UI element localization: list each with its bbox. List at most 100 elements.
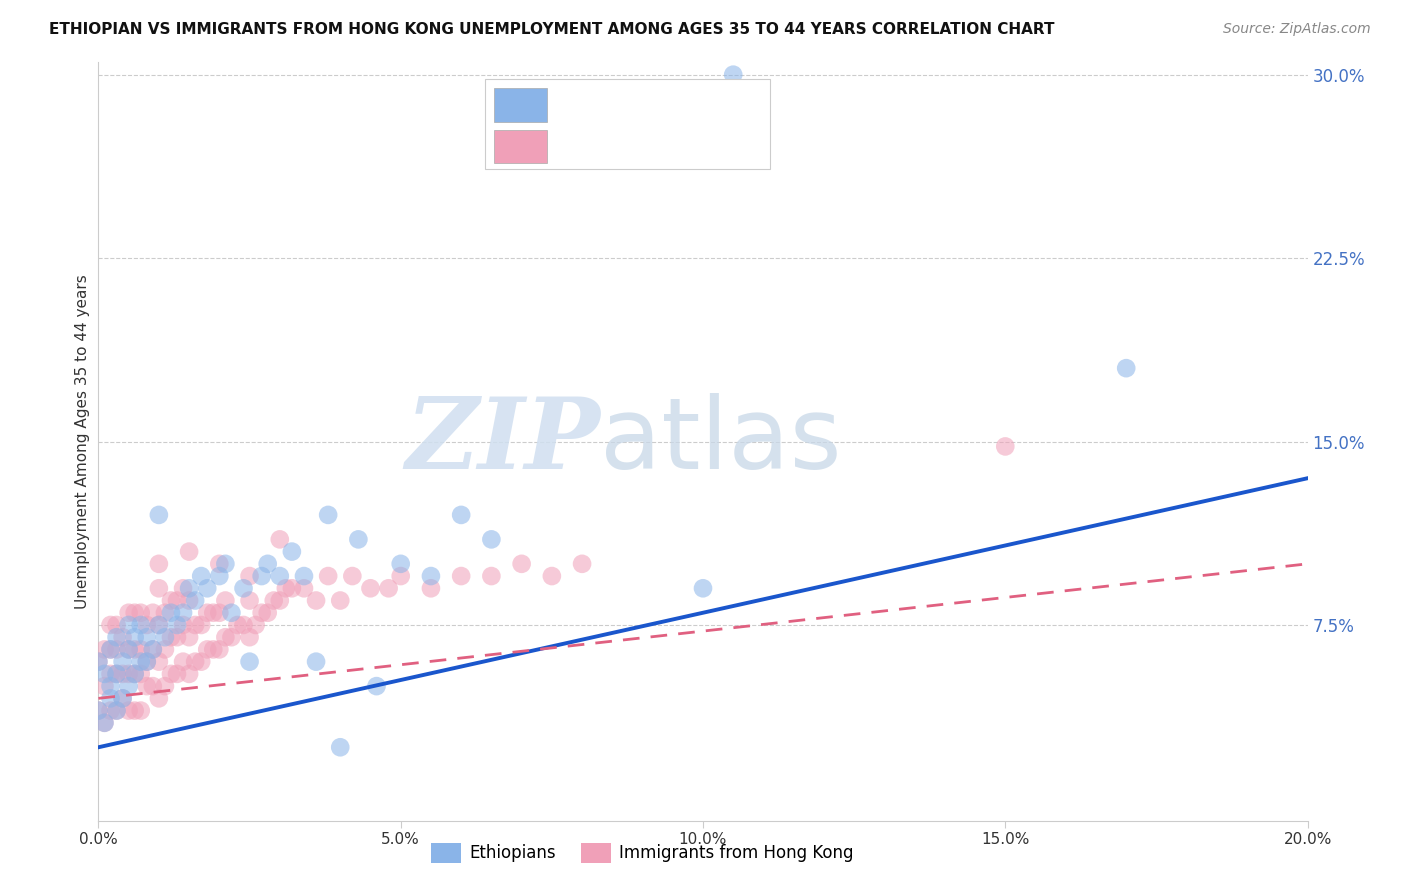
Point xyxy=(208,569,231,583)
FancyBboxPatch shape xyxy=(494,88,547,121)
Point xyxy=(190,618,212,632)
Point xyxy=(105,704,128,718)
Point xyxy=(172,606,194,620)
Point xyxy=(347,533,370,547)
Point xyxy=(111,655,134,669)
Point xyxy=(420,582,443,596)
Point xyxy=(232,582,254,596)
Text: 0.367: 0.367 xyxy=(592,89,648,107)
Point xyxy=(305,593,328,607)
Point xyxy=(195,582,218,596)
Point xyxy=(250,569,273,583)
Point xyxy=(105,630,128,644)
FancyBboxPatch shape xyxy=(494,130,547,163)
Text: ETHIOPIAN VS IMMIGRANTS FROM HONG KONG UNEMPLOYMENT AMONG AGES 35 TO 44 YEARS CO: ETHIOPIAN VS IMMIGRANTS FROM HONG KONG U… xyxy=(49,22,1054,37)
Point xyxy=(481,569,503,583)
Point xyxy=(214,593,236,607)
Point xyxy=(160,606,183,620)
Point xyxy=(135,655,157,669)
Point xyxy=(263,593,285,607)
Point xyxy=(100,666,122,681)
Point xyxy=(148,618,170,632)
Point xyxy=(166,593,188,607)
Point xyxy=(118,666,141,681)
Point xyxy=(153,679,176,693)
Point xyxy=(481,533,503,547)
Point xyxy=(111,691,134,706)
Point xyxy=(166,618,188,632)
Point xyxy=(329,593,352,607)
Point xyxy=(93,679,115,693)
Point xyxy=(221,630,243,644)
Point xyxy=(316,569,339,583)
Point xyxy=(540,569,562,583)
Text: N =: N = xyxy=(643,89,695,107)
Point xyxy=(450,569,472,583)
Point xyxy=(142,642,165,657)
Legend: Ethiopians, Immigrants from Hong Kong: Ethiopians, Immigrants from Hong Kong xyxy=(425,837,860,869)
Point xyxy=(360,582,382,596)
Point xyxy=(129,704,152,718)
Point xyxy=(316,508,339,522)
Point xyxy=(148,582,170,596)
Point xyxy=(100,704,122,718)
Text: R =: R = xyxy=(555,130,595,148)
Point xyxy=(87,655,110,669)
Point xyxy=(118,642,141,657)
Point xyxy=(172,618,194,632)
Point xyxy=(389,557,412,571)
Point xyxy=(129,618,152,632)
Point xyxy=(342,569,364,583)
Point xyxy=(153,630,176,644)
Point xyxy=(135,618,157,632)
Point xyxy=(100,691,122,706)
Point xyxy=(160,630,183,644)
Point xyxy=(100,618,122,632)
Point xyxy=(221,606,243,620)
Point xyxy=(184,655,207,669)
Point xyxy=(208,606,231,620)
Point xyxy=(93,666,115,681)
Point xyxy=(129,642,152,657)
Point xyxy=(118,642,141,657)
Text: 0.168: 0.168 xyxy=(592,130,648,148)
Point xyxy=(87,704,110,718)
Point xyxy=(100,642,122,657)
Point xyxy=(124,606,146,620)
Point xyxy=(692,582,714,596)
Point xyxy=(281,544,304,558)
Point xyxy=(124,666,146,681)
Point xyxy=(111,630,134,644)
Point xyxy=(329,740,352,755)
Text: 97: 97 xyxy=(692,130,717,148)
Point xyxy=(87,704,110,718)
Text: R =: R = xyxy=(555,89,595,107)
Point xyxy=(129,655,152,669)
Point xyxy=(195,642,218,657)
Point xyxy=(208,557,231,571)
Point xyxy=(111,691,134,706)
Point xyxy=(179,593,201,607)
Point xyxy=(118,679,141,693)
Point xyxy=(124,642,146,657)
Point xyxy=(208,642,231,657)
Point xyxy=(420,569,443,583)
Point xyxy=(239,569,262,583)
Point xyxy=(148,691,170,706)
Point xyxy=(239,655,262,669)
Point xyxy=(179,544,201,558)
Point xyxy=(232,618,254,632)
Point xyxy=(184,593,207,607)
Point xyxy=(256,606,278,620)
Point xyxy=(202,606,225,620)
Point xyxy=(142,642,165,657)
Point xyxy=(105,642,128,657)
Point xyxy=(153,642,176,657)
Point xyxy=(269,593,291,607)
Point xyxy=(111,666,134,681)
Point xyxy=(148,618,170,632)
Point xyxy=(135,655,157,669)
Point xyxy=(129,666,152,681)
Point xyxy=(100,679,122,693)
Text: N =: N = xyxy=(643,130,695,148)
